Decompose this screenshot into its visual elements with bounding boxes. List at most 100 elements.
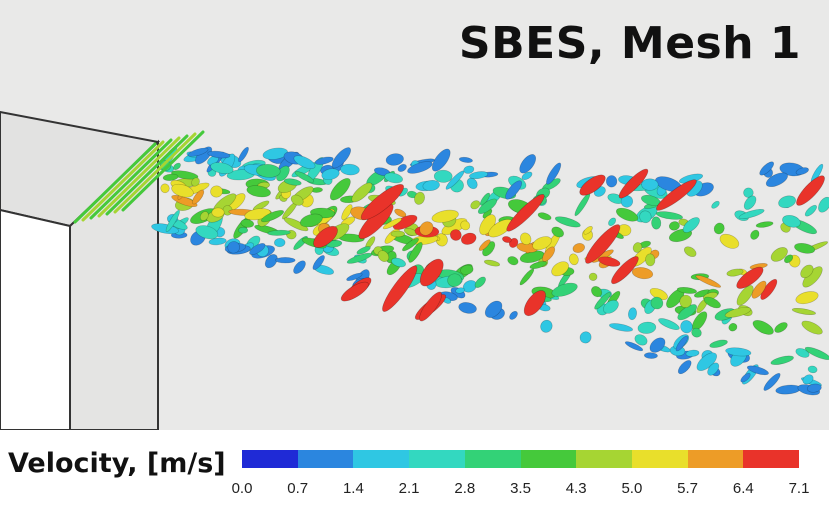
vortex-blob: [631, 267, 654, 280]
vortex-blob: [171, 183, 194, 198]
vortex-blob: [679, 294, 692, 308]
vortex-blob: [351, 182, 373, 203]
vortex-blob: [227, 241, 240, 254]
vortex-blob: [199, 211, 209, 221]
vortex-blob: [294, 171, 315, 183]
vortex-blob: [645, 253, 656, 267]
vortex-blob: [784, 254, 794, 264]
vortex-blob: [763, 372, 781, 391]
vortex-blob: [356, 246, 371, 255]
colorbar-tick-label: 4.3: [565, 480, 587, 497]
vortex-blob: [615, 207, 639, 222]
vortex-blob: [537, 212, 552, 221]
vortex-blob: [807, 365, 818, 374]
vortex-blob: [321, 168, 340, 181]
vortex-blob: [422, 180, 440, 191]
high-velocity-vortex: [419, 291, 443, 322]
vortex-blob: [752, 320, 774, 335]
vortex-blob: [407, 161, 433, 174]
vortex-blob: [794, 242, 816, 254]
vortex-blob: [740, 372, 751, 383]
high-velocity-vortex: [618, 168, 649, 199]
vortex-blob: [290, 194, 304, 206]
vortex-blob: [267, 229, 291, 236]
colorbar-segment-7: [631, 450, 688, 468]
vortex-blob: [711, 200, 720, 209]
vortex-blob: [791, 307, 816, 316]
vortex-blob: [683, 246, 697, 257]
vortex-blob: [346, 272, 363, 281]
vortex-blob: [433, 169, 453, 183]
vortex-blob: [238, 226, 249, 234]
vortex-blob: [795, 348, 810, 358]
vortex-blob: [551, 282, 578, 297]
vortex-blob: [609, 323, 633, 332]
vortex-blob: [750, 229, 760, 240]
vortex-blob: [210, 185, 223, 198]
shear-layer-stripe: [105, 134, 189, 216]
vortex-blob: [725, 347, 752, 357]
vortex-blob: [192, 189, 205, 205]
vortex-blob: [519, 268, 535, 286]
vortex-blob: [402, 237, 419, 252]
vortex-blob: [466, 177, 478, 190]
vortex-blob: [329, 178, 351, 201]
vortex-blob: [551, 226, 564, 238]
vortex-blob: [390, 230, 405, 238]
vortex-blob: [274, 238, 286, 248]
vortex-blob: [519, 154, 537, 174]
vortex-blob: [249, 243, 266, 255]
vortex-blob: [540, 319, 553, 333]
colorbar-segment-4: [464, 450, 521, 468]
vortex-blob: [483, 259, 501, 267]
vortex-blob: [392, 214, 418, 230]
vortex-blob: [477, 198, 498, 215]
vortex-blob: [397, 163, 407, 172]
vortex-blob: [314, 156, 334, 165]
vortex-blob: [283, 217, 309, 232]
box-obstacle: [0, 110, 161, 430]
vortex-blob: [419, 221, 434, 236]
shear-layer-stripe: [81, 140, 165, 222]
colorbar-tick-label: 5.7: [677, 480, 699, 497]
vortex-blob: [195, 225, 219, 240]
vortex-blob: [574, 192, 591, 217]
vortex-blob: [341, 204, 353, 221]
colorbar-tick-label: 5.0: [621, 480, 643, 497]
vortex-blob: [598, 256, 621, 267]
vortex-blob: [572, 243, 585, 253]
colorbar-segment-2: [353, 450, 410, 468]
vortex-blob: [818, 196, 829, 213]
vortex-blob: [529, 261, 548, 270]
shear-layer-stripe: [73, 142, 157, 224]
vortex-blob: [509, 311, 518, 320]
vortex-blob: [680, 320, 693, 334]
vortex-blob: [743, 195, 757, 210]
vortex-blob: [591, 286, 603, 298]
vortex-blob: [210, 162, 234, 174]
colorbar-tick-label: 3.5: [510, 480, 531, 497]
vortex-blob: [283, 178, 302, 186]
vortex-blob: [208, 237, 227, 246]
vortex-blob: [691, 327, 702, 338]
high-velocity-vortex: [360, 184, 404, 221]
vortex-blob: [414, 191, 425, 205]
vortex-blob: [738, 208, 765, 220]
colorbar-segment-6: [576, 450, 632, 468]
vortex-blob: [703, 296, 721, 309]
vortex-blob: [755, 221, 774, 228]
vortex-blob: [264, 254, 278, 269]
vortex-blob: [632, 242, 643, 253]
vortex-blob: [382, 217, 402, 230]
vortex-blob: [677, 304, 698, 321]
vortex-blob: [620, 195, 634, 208]
vortex-blob: [431, 148, 451, 172]
cfd-scene: SBES, Mesh 1: [0, 0, 829, 430]
vortex-blob: [641, 178, 659, 191]
colorbar-segment-9: [743, 450, 800, 468]
shear-layer-stripe: [113, 132, 197, 214]
colorbar-tick-label: 6.4: [732, 480, 754, 497]
vortex-blob: [644, 352, 658, 359]
vortex-blob: [408, 242, 423, 263]
